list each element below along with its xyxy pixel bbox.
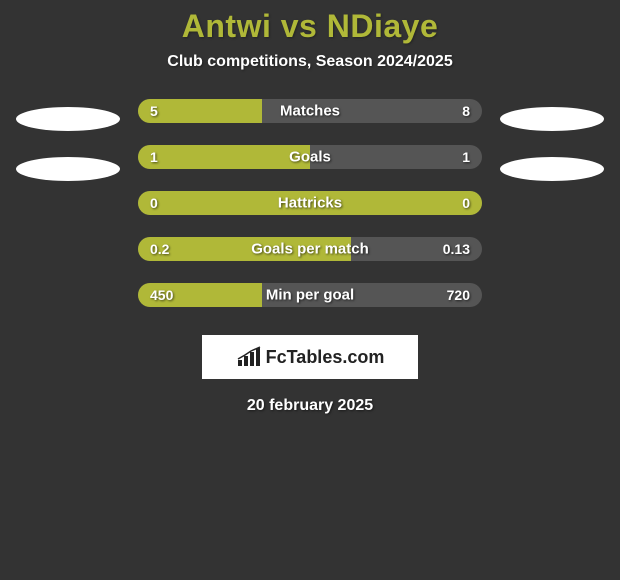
stat-label: Hattricks [278,195,342,212]
stat-label: Goals [289,149,331,166]
brand-text: FcTables.com [266,347,385,368]
stat-bar: 450 Min per goal 720 [138,283,482,307]
stat-left-value: 0.2 [150,241,169,257]
player-left-avatar [16,107,120,131]
stat-left-value: 450 [150,287,173,303]
stat-bar-fill-left [138,145,310,169]
right-avatars [500,103,604,181]
brand-chart-icon [236,346,262,368]
stat-label: Matches [280,103,340,120]
left-avatars [16,103,120,181]
stat-bar: 0.2 Goals per match 0.13 [138,237,482,261]
stat-bars: 5 Matches 8 1 Goals 1 0 Hattricks 0 0.2 Goals per … [138,99,482,307]
stat-right-value: 8 [462,103,470,119]
stat-label: Min per goal [266,287,354,304]
stat-right-value: 720 [447,287,470,303]
stat-left-value: 1 [150,149,158,165]
stat-left-value: 0 [150,195,158,211]
brand-badge: FcTables.com [202,335,418,379]
stat-right-value: 0 [462,195,470,211]
page-title: Antwi vs NDiaye [182,8,438,45]
subtitle: Club competitions, Season 2024/2025 [167,53,452,71]
stat-label: Goals per match [251,241,369,258]
club-right-avatar [500,157,604,181]
club-left-avatar [16,157,120,181]
stat-right-value: 1 [462,149,470,165]
stat-left-value: 5 [150,103,158,119]
comparison-panel: 5 Matches 8 1 Goals 1 0 Hattricks 0 0.2 Goals per … [0,99,620,307]
stat-bar: 1 Goals 1 [138,145,482,169]
snapshot-date: 20 february 2025 [247,397,373,415]
stat-right-value: 0.13 [443,241,470,257]
player-right-avatar [500,107,604,131]
stat-bar: 5 Matches 8 [138,99,482,123]
stat-bar: 0 Hattricks 0 [138,191,482,215]
